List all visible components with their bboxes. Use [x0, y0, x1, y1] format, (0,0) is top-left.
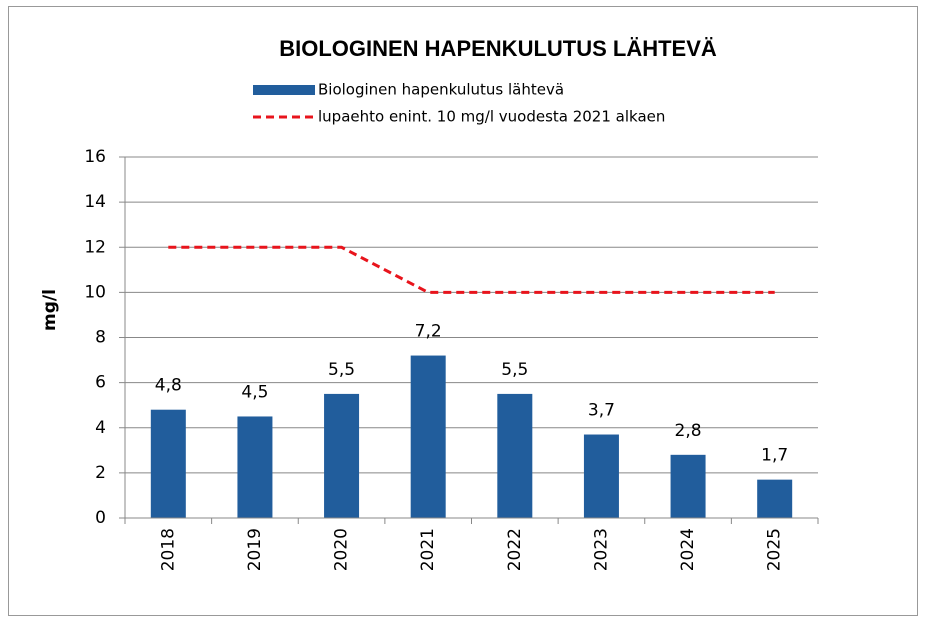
x-tick-label: 2019: [245, 528, 265, 571]
value-label: 4,5: [241, 382, 268, 402]
chart-title: BIOLOGINEN HAPENKULUTUS LÄHTEVÄ: [279, 36, 717, 61]
value-label: 5,5: [501, 360, 528, 380]
y-tick-label: 4: [95, 418, 106, 438]
bar: [757, 479, 793, 518]
x-tick-label: 2023: [591, 528, 611, 571]
legend-label: Biologinen hapenkulutus lähtevä: [318, 81, 564, 99]
y-tick-label: 0: [95, 508, 106, 528]
bar: [497, 393, 533, 518]
bar: [583, 434, 619, 518]
bar: [237, 416, 273, 518]
x-tick-label: 2018: [158, 528, 178, 571]
y-tick-label: 8: [95, 328, 106, 348]
bar: [324, 393, 360, 518]
y-tick-label: 6: [95, 373, 106, 393]
bar: [410, 355, 446, 518]
y-tick-label: 2: [95, 463, 106, 483]
value-label: 1,7: [761, 446, 788, 466]
bar: [150, 409, 186, 518]
x-tick-label: 2020: [332, 528, 352, 571]
value-label: 5,5: [328, 360, 355, 380]
bar: [670, 454, 706, 518]
x-tick-label: 2021: [418, 528, 438, 571]
value-label: 7,2: [415, 322, 442, 342]
y-tick-label: 14: [84, 192, 106, 212]
x-tick-label: 2024: [678, 528, 698, 571]
x-tick-label: 2022: [505, 528, 525, 571]
value-label: 2,8: [675, 421, 702, 441]
value-label: 3,7: [588, 401, 615, 421]
y-tick-label: 12: [84, 237, 106, 257]
y-tick-label: 16: [84, 147, 106, 167]
line: [168, 245, 775, 294]
x-tick-label: 2025: [765, 528, 785, 571]
legend-swatch: [253, 85, 315, 95]
y-axis-label: mg/l: [40, 289, 60, 331]
value-label: 4,8: [155, 376, 182, 396]
legend-label: lupaehto enint. 10 mg/l vuodesta 2021 al…: [318, 108, 665, 126]
y-tick-label: 10: [84, 282, 106, 302]
